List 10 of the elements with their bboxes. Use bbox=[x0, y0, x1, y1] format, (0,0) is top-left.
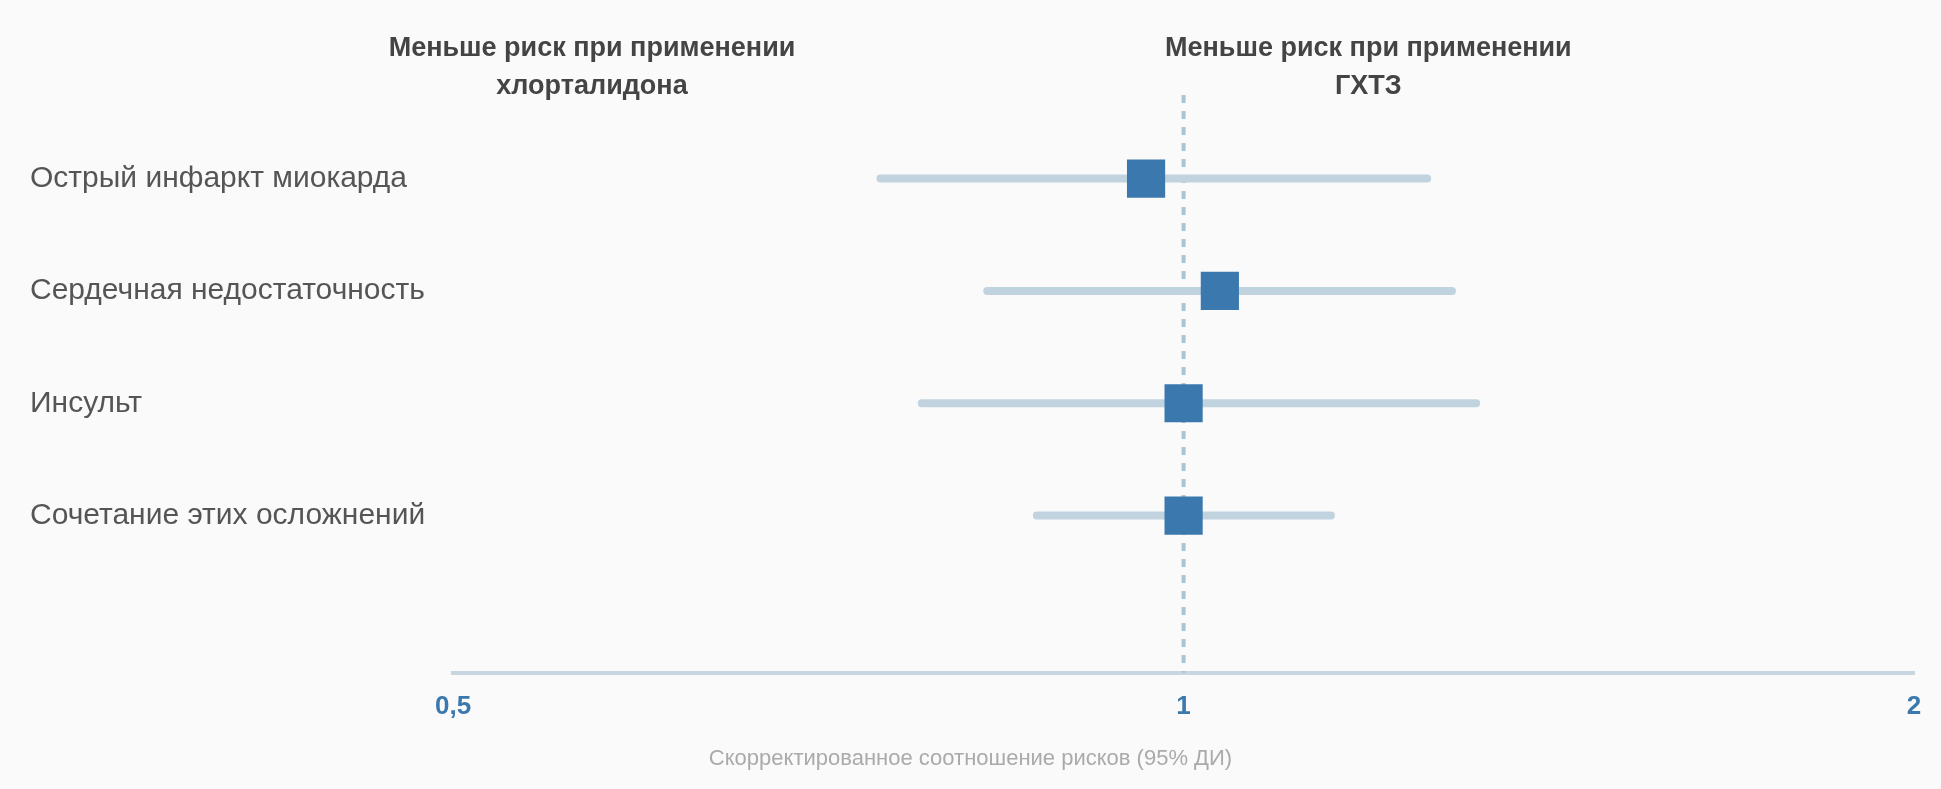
annotation: Меньше риск при применении хлорталидона bbox=[388, 31, 796, 102]
y-tick-label: Инсульт bbox=[30, 384, 143, 418]
y-tick-label: Сердечная недостаточность bbox=[30, 272, 425, 306]
annotation: Меньше риск при применении ГХТЗ bbox=[1165, 31, 1572, 102]
y-tick-label: Острый инфаркт миокарда bbox=[30, 159, 408, 193]
x-tick-label: 1 bbox=[1176, 689, 1191, 720]
x-tick-label: 0,5 bbox=[435, 689, 472, 720]
x-tick-label: 2 bbox=[1906, 689, 1922, 720]
x-axis-title: Скорректированное соотношение рисков (95% ДИ) bbox=[707, 745, 1234, 771]
y-tick-label: Сочетание этих осложнений bbox=[30, 496, 426, 530]
